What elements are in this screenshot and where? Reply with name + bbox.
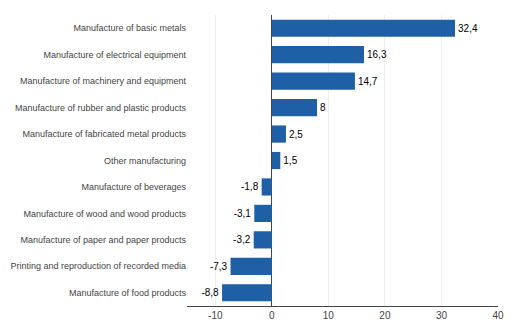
svg-text:32,4: 32,4 <box>458 23 478 34</box>
svg-text:0: 0 <box>269 310 275 321</box>
svg-text:Manufacture of machinery and e: Manufacture of machinery and equipment <box>20 76 187 86</box>
svg-text:Manufacture of electrical equi: Manufacture of electrical equipment <box>43 50 186 60</box>
svg-text:8: 8 <box>320 102 326 113</box>
svg-text:Manufacture of basic metals: Manufacture of basic metals <box>73 23 186 33</box>
svg-text:-8,8: -8,8 <box>201 287 219 298</box>
svg-text:20: 20 <box>379 310 391 321</box>
svg-text:16,3: 16,3 <box>367 49 387 60</box>
svg-text:-3,1: -3,1 <box>234 208 252 219</box>
svg-text:Printing and reproduction of r: Printing and reproduction of recorded me… <box>10 261 186 271</box>
svg-text:Manufacture of rubber and plas: Manufacture of rubber and plastic produc… <box>15 103 187 113</box>
svg-text:-7,3: -7,3 <box>210 261 228 272</box>
svg-text:Manufacture of food products: Manufacture of food products <box>69 288 187 298</box>
svg-text:Manufacture of paper and paper: Manufacture of paper and paper products <box>20 235 186 245</box>
svg-text:Manufacture of beverages: Manufacture of beverages <box>81 182 186 192</box>
svg-text:Manufacture of wood and wood p: Manufacture of wood and wood products <box>23 209 186 219</box>
svg-text:14,7: 14,7 <box>358 76 378 87</box>
svg-text:-10: -10 <box>208 310 223 321</box>
svg-text:Other manufacturing: Other manufacturing <box>104 156 186 166</box>
svg-text:40: 40 <box>492 310 504 321</box>
svg-text:-3,2: -3,2 <box>233 234 251 245</box>
svg-text:1,5: 1,5 <box>283 155 297 166</box>
svg-text:2,5: 2,5 <box>289 129 303 140</box>
svg-text:-1,8: -1,8 <box>241 181 259 192</box>
svg-text:Manufacture of fabricated meta: Manufacture of fabricated metal products <box>22 129 186 139</box>
svg-text:10: 10 <box>323 310 335 321</box>
svg-text:30: 30 <box>436 310 448 321</box>
